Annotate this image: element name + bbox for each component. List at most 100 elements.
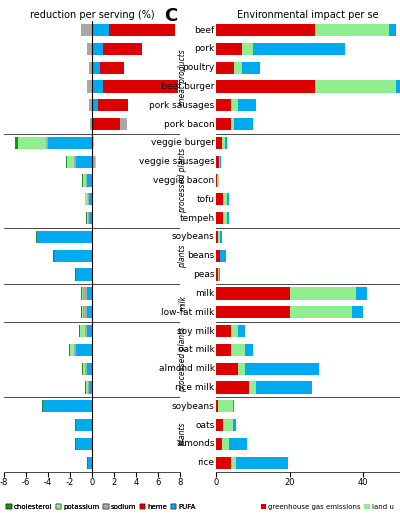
Bar xyxy=(79,325,80,337)
Bar xyxy=(216,174,218,187)
Bar xyxy=(42,400,92,412)
Bar xyxy=(315,24,389,36)
Bar xyxy=(103,80,178,92)
Bar xyxy=(86,194,88,205)
Bar xyxy=(92,174,93,187)
Bar xyxy=(80,325,86,337)
Bar xyxy=(92,99,98,111)
Bar xyxy=(216,231,218,243)
Bar xyxy=(37,231,92,243)
Bar xyxy=(81,306,82,318)
Bar xyxy=(222,438,229,450)
Bar xyxy=(356,287,367,299)
Bar xyxy=(253,43,345,55)
Legend: greenhouse gas emissions, land u: greenhouse gas emissions, land u xyxy=(258,501,396,512)
Bar xyxy=(225,137,227,149)
Bar xyxy=(232,419,236,431)
Bar xyxy=(219,156,220,168)
Bar xyxy=(92,24,108,36)
Bar xyxy=(70,344,74,356)
Bar xyxy=(216,24,315,36)
Bar xyxy=(227,212,229,224)
Bar xyxy=(218,174,219,187)
Bar xyxy=(86,381,88,394)
Bar xyxy=(229,438,247,450)
Bar xyxy=(223,419,232,431)
Bar xyxy=(216,381,249,394)
Bar xyxy=(85,194,86,205)
Bar xyxy=(98,99,128,111)
Bar xyxy=(216,363,238,375)
Bar xyxy=(352,306,363,318)
Bar xyxy=(231,457,236,469)
Bar xyxy=(53,250,54,262)
Bar xyxy=(82,174,83,187)
Bar xyxy=(396,80,400,92)
Bar xyxy=(231,344,246,356)
Bar xyxy=(88,212,89,224)
Bar xyxy=(18,137,46,149)
Bar xyxy=(83,287,86,299)
Bar xyxy=(231,325,238,337)
Bar xyxy=(216,99,231,111)
Bar xyxy=(75,419,76,431)
Bar xyxy=(86,363,92,375)
Bar xyxy=(220,231,222,243)
Bar xyxy=(86,174,92,187)
Bar xyxy=(216,137,222,149)
Bar xyxy=(216,400,218,412)
Bar xyxy=(15,137,18,149)
Bar xyxy=(216,438,222,450)
Bar xyxy=(238,363,246,375)
Bar xyxy=(222,137,225,149)
Bar xyxy=(69,344,70,356)
Text: C: C xyxy=(164,7,178,25)
Bar xyxy=(216,457,231,469)
Bar xyxy=(66,156,67,168)
Bar xyxy=(256,381,312,394)
Bar xyxy=(82,287,83,299)
Bar xyxy=(290,306,352,318)
Bar xyxy=(231,118,234,130)
Text: plants: plants xyxy=(178,423,187,446)
Bar xyxy=(81,287,82,299)
Bar xyxy=(389,24,396,36)
Bar xyxy=(89,212,92,224)
Bar xyxy=(216,61,234,74)
Bar xyxy=(89,194,92,205)
Bar xyxy=(92,61,100,74)
Bar xyxy=(81,24,92,36)
Bar xyxy=(92,156,95,168)
Bar xyxy=(216,268,218,281)
Bar xyxy=(232,400,234,412)
Bar xyxy=(218,400,232,412)
Bar xyxy=(216,306,290,318)
Bar xyxy=(120,118,127,130)
Bar xyxy=(74,344,76,356)
Bar xyxy=(89,381,92,394)
Bar xyxy=(86,80,92,92)
Bar xyxy=(83,363,86,375)
Bar xyxy=(223,212,227,224)
Bar xyxy=(242,43,253,55)
Bar xyxy=(216,212,223,224)
Bar xyxy=(86,306,92,318)
Bar xyxy=(86,43,92,55)
Title: Environmental impact per se: Environmental impact per se xyxy=(237,10,379,20)
Bar xyxy=(83,174,86,187)
Bar xyxy=(216,287,290,299)
Bar xyxy=(216,325,231,337)
Bar xyxy=(216,156,219,168)
Bar xyxy=(92,80,103,92)
Bar xyxy=(92,118,120,130)
Bar xyxy=(46,137,48,149)
Bar xyxy=(231,99,238,111)
Bar xyxy=(315,80,396,92)
Bar xyxy=(238,99,256,111)
Bar xyxy=(216,250,220,262)
Bar xyxy=(76,344,92,356)
Bar xyxy=(223,194,227,205)
Bar xyxy=(83,306,86,318)
Bar xyxy=(48,137,92,149)
Bar xyxy=(87,457,88,469)
